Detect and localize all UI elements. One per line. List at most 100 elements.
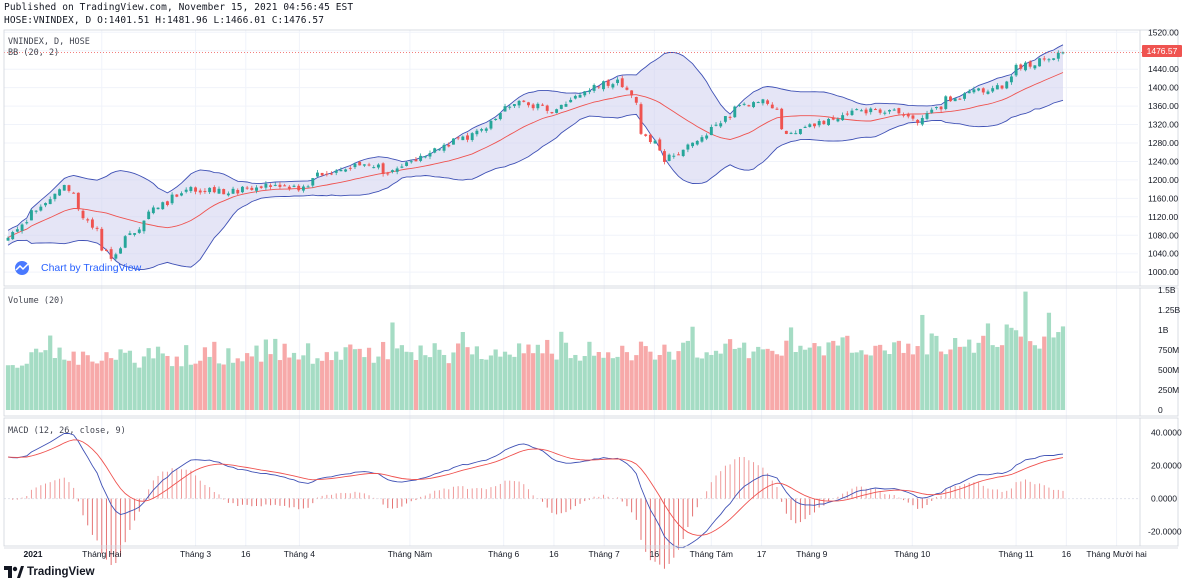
candle-body: [555, 109, 559, 113]
candle-body: [259, 186, 263, 188]
candle-body: [630, 90, 634, 96]
volume-bar: [1018, 336, 1023, 410]
volume-bar: [249, 356, 254, 410]
macd-title: MACD (12, 26, close, 9): [8, 426, 126, 436]
candle-body: [325, 173, 329, 175]
candle-body: [569, 99, 573, 103]
candle-body: [175, 194, 179, 197]
volume-bar: [334, 351, 339, 410]
volume-bar: [423, 355, 428, 410]
price-tick-label: 1280.00: [1148, 138, 1179, 148]
volume-bar: [648, 351, 653, 410]
volume-bar: [624, 352, 630, 410]
volume-bar: [99, 360, 104, 410]
volume-bar: [85, 355, 90, 410]
candle-body: [1028, 61, 1032, 67]
volume-bar: [465, 347, 470, 410]
volume-bar: [310, 363, 315, 410]
volume-bar: [315, 358, 320, 410]
time-tick-label: 16: [549, 549, 559, 559]
candle-body: [128, 233, 132, 235]
candle-body: [114, 254, 118, 259]
candle-body: [376, 164, 380, 168]
candle-body: [391, 170, 394, 172]
volume-bar: [849, 352, 855, 410]
price-tick-label: 1080.00: [1148, 230, 1179, 240]
volume-bar: [198, 360, 203, 410]
volume-bar: [104, 352, 109, 410]
candle-body: [892, 109, 896, 111]
volume-bar: [554, 359, 559, 410]
candle-body: [644, 134, 648, 136]
volume-bar: [634, 355, 639, 410]
volume-bar: [113, 359, 118, 410]
volume-bar: [948, 349, 953, 410]
footer-brand[interactable]: TradingView: [4, 566, 95, 578]
volume-bar: [910, 354, 916, 410]
candle-body: [531, 104, 535, 109]
volume-bar: [254, 345, 259, 410]
candle-body: [442, 144, 446, 151]
volume-bar: [606, 352, 611, 410]
volume-bar: [512, 356, 517, 410]
watermark[interactable]: Chart by TradingView: [15, 261, 142, 275]
macd-tick-label: -20.0000: [1148, 527, 1182, 537]
volume-bar: [559, 331, 564, 410]
candle-body: [362, 164, 366, 166]
volume-bar: [803, 349, 808, 410]
volume-bar: [713, 350, 719, 410]
volume-bar: [165, 355, 170, 410]
candle-body: [648, 134, 652, 143]
volume-bar: [301, 355, 306, 410]
candle-body: [278, 184, 282, 187]
volume-bar: [71, 351, 76, 410]
candle-body: [592, 85, 596, 91]
candle-body: [681, 149, 685, 156]
volume-bar: [174, 356, 179, 410]
candle-body: [358, 161, 362, 166]
volume-tick-label: 1.5B: [1158, 285, 1176, 295]
volume-bar: [146, 348, 151, 410]
candle-body: [639, 104, 643, 134]
volume-bar: [470, 354, 475, 410]
candle-body: [991, 88, 995, 92]
candle-body: [822, 120, 826, 125]
candle-body: [981, 88, 985, 93]
volume-bar: [859, 350, 864, 410]
candle-body: [620, 78, 624, 88]
volume-bar: [882, 350, 887, 410]
volume-bar: [976, 342, 981, 410]
volume-bar: [57, 347, 62, 410]
candle-body: [850, 110, 854, 115]
time-tick-label: Tháng Mười hai: [1086, 549, 1147, 559]
candle-body: [634, 96, 638, 103]
candle-body: [273, 184, 277, 186]
candle-body: [428, 153, 432, 157]
volume-bar: [207, 356, 212, 410]
volume-bar: [709, 354, 714, 410]
candle-body: [451, 138, 455, 145]
candle-body: [306, 186, 310, 188]
volume-bar: [1028, 341, 1033, 410]
volume-bar: [610, 358, 615, 410]
volume-bar: [901, 352, 906, 410]
candle-body: [475, 130, 479, 135]
volume-bar: [376, 356, 381, 410]
volume-bar: [348, 344, 353, 410]
candle-body: [920, 117, 924, 125]
price-axis: 1520.00 1440.00 1400.00 1360.00 1320.00 1280.…: [1148, 27, 1182, 536]
volume-bar: [807, 347, 812, 410]
volume-bar: [737, 347, 742, 410]
volume-bar: [592, 355, 597, 410]
candle-body: [62, 184, 66, 191]
candle-body: [677, 154, 680, 156]
time-tick-label: Tháng Tám: [690, 549, 733, 559]
candle-body: [339, 169, 343, 172]
volume-bar: [596, 352, 601, 410]
candle-body: [494, 118, 498, 121]
candle-body: [320, 172, 324, 176]
volume-bar: [404, 351, 409, 410]
candle-body: [1056, 52, 1060, 59]
candle-body: [414, 159, 418, 162]
